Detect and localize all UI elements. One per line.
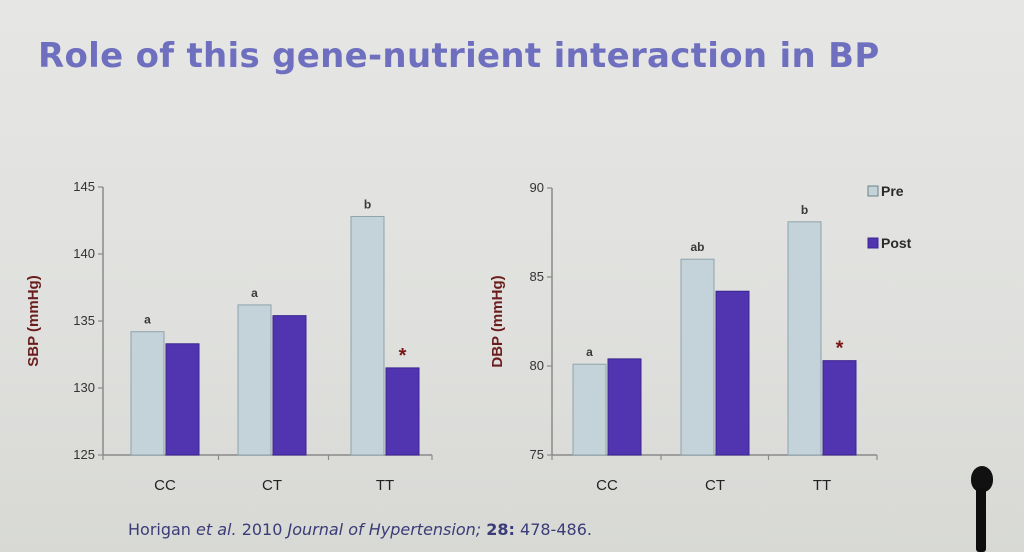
chart1-y-tick-label: 145 <box>73 179 95 194</box>
chart2-y-tick-label: 90 <box>530 180 544 195</box>
chart1-annotation: b <box>364 197 371 211</box>
chart1-bar-tt-pre <box>350 215 385 456</box>
chart2-bar-tt-pre <box>787 221 822 456</box>
legend-swatch-pre <box>867 185 879 197</box>
microphone-head <box>971 466 993 492</box>
chart2-annotation: a <box>586 345 593 359</box>
microphone <box>968 466 998 552</box>
chart2-y-tick-label: 75 <box>530 447 544 462</box>
chart2-annotation: ab <box>690 240 704 254</box>
slide-title: Role of this gene-nutrient interaction i… <box>38 36 880 76</box>
citation-authors: Horigan <box>128 520 191 539</box>
citation: Horigan et al. 2010 Journal of Hypertens… <box>128 520 592 539</box>
chart1-y-tick-label: 135 <box>73 313 95 328</box>
chart1-annotation: a <box>144 313 151 327</box>
legend-label-post: Post <box>881 235 912 251</box>
chart2-category-label-tt: TT <box>813 477 831 494</box>
chart1-bar-cc-post <box>165 343 200 456</box>
chart2-annotation: b <box>801 203 808 217</box>
chart2-category-label-ct: CT <box>705 477 725 494</box>
chart1-category-label-cc: CC <box>154 477 176 494</box>
legend-label-pre: Pre <box>881 183 904 199</box>
chart2-y-axis-label: DBP (mmHg) <box>489 275 506 367</box>
chart1-annotation: a <box>251 286 258 300</box>
chart2-bar-ct-pre <box>680 258 715 456</box>
chart1-y-axis-label: SBP (mmHg) <box>25 275 42 366</box>
chart2-bar-cc-post <box>607 358 642 456</box>
chart2-y-tick-label: 85 <box>530 269 544 284</box>
citation-pages: 478-486. <box>520 520 592 539</box>
chart2-annotation: * <box>836 338 844 360</box>
citation-volume: 28: <box>486 520 515 539</box>
chart1-bar-ct-post <box>272 315 307 456</box>
chart2-bar-tt-post <box>822 360 857 456</box>
chart2-bar-cc-pre <box>572 363 607 456</box>
chart1-y-tick-label: 130 <box>73 380 95 395</box>
citation-journal: Journal of Hypertension; <box>287 520 482 539</box>
chart2-bar-ct-post <box>715 290 750 456</box>
citation-year: 2010 <box>241 520 283 539</box>
chart1-bar-ct-pre <box>237 304 272 456</box>
chart2-y-tick-label: 80 <box>530 358 544 373</box>
microphone-stem <box>976 488 986 552</box>
chart1-category-label-ct: CT <box>262 477 282 494</box>
chart1-bar-cc-pre <box>130 331 165 456</box>
chart1-y-tick-label: 140 <box>73 246 95 261</box>
chart2-category-label-cc: CC <box>596 477 618 494</box>
chart1-y-tick-label: 125 <box>73 447 95 462</box>
chart1-bar-tt-post <box>385 367 420 456</box>
chart1-category-label-tt: TT <box>376 477 394 494</box>
legend-swatch-post <box>867 237 879 249</box>
citation-etal: et al. <box>196 520 237 539</box>
chart1-annotation: * <box>399 345 407 367</box>
